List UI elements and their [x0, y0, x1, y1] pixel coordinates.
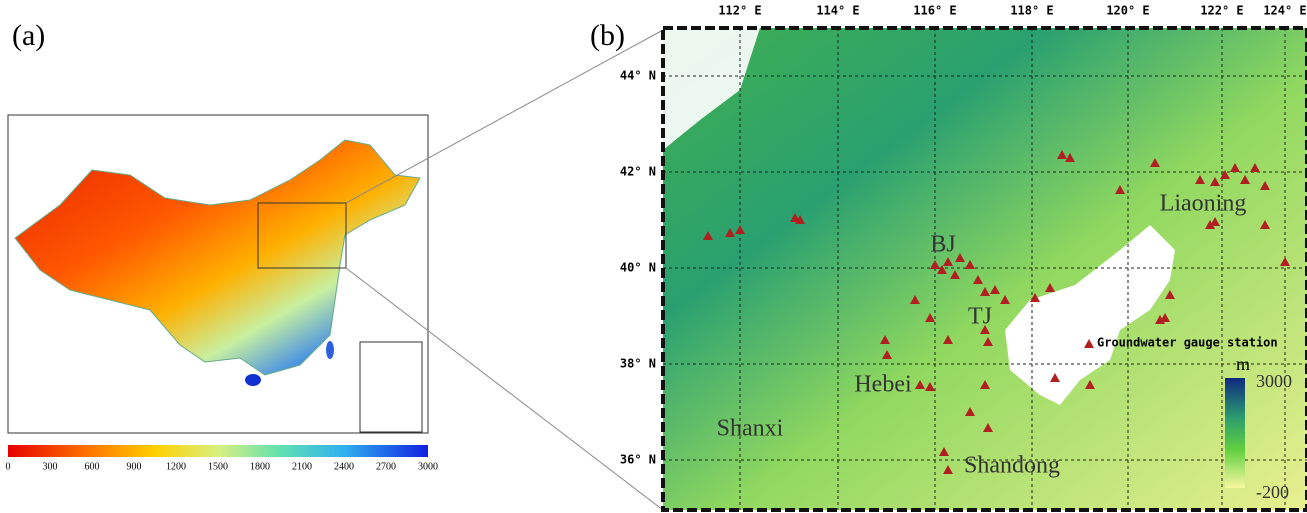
- china-map: [15, 140, 420, 375]
- colorbar-unit: m: [1236, 354, 1250, 374]
- colorbar-tick-label: 900: [127, 461, 142, 472]
- lon-label: 124° E: [1263, 4, 1306, 18]
- region-label: Shanxi: [717, 416, 784, 442]
- colorbar-tick-label: 2700: [376, 461, 396, 472]
- legend-label: Groundwater gauge station: [1097, 336, 1278, 350]
- colorbar-min: -200: [1256, 482, 1289, 502]
- lon-label: 122° E: [1200, 4, 1243, 18]
- colorbar: [1225, 378, 1245, 488]
- lon-label: 120° E: [1106, 4, 1149, 18]
- lat-label: 40° N: [620, 261, 656, 275]
- lon-label: 118° E: [1010, 4, 1053, 18]
- panel-label: (a): [12, 19, 45, 52]
- colorbar-tick-label: 1800: [250, 461, 270, 472]
- figure: (a) 0 300 600 900 1200 1500 1800 2100 2400 2700 30…: [0, 0, 1307, 513]
- colorbar-tick-label: 1500: [208, 461, 228, 472]
- lat-label: 38° N: [620, 357, 656, 371]
- region-label: Liaoning: [1160, 191, 1247, 217]
- region-label: TJ: [968, 304, 992, 330]
- zoom-line: [346, 30, 663, 203]
- lat-label: 36° N: [620, 453, 656, 467]
- colorbar-max: 3000: [1256, 371, 1292, 391]
- lat-labels: 44° N 42° N 40° N 38° N 36° N: [620, 69, 656, 467]
- region-label: BJ: [930, 232, 955, 258]
- colorbar-tick-label: 2100: [292, 461, 312, 472]
- region-label: Shandong: [964, 453, 1060, 479]
- lat-label: 42° N: [620, 165, 656, 179]
- colorbar-tick-label: 0: [6, 461, 11, 472]
- taiwan: [326, 341, 334, 359]
- region-label: Hebei: [854, 372, 912, 398]
- lat-label: 44° N: [620, 69, 656, 83]
- colorbar-ticks: 0 300 600 900 1200 1500 1800 2100 2400 2700 3000: [6, 461, 439, 472]
- colorbar-tick-label: 300: [43, 461, 58, 472]
- lon-label: 114° E: [816, 4, 859, 18]
- colorbar: [8, 445, 428, 457]
- lon-label: 112° E: [718, 4, 761, 18]
- colorbar-tick-label: 2400: [334, 461, 354, 472]
- inset-box: [360, 342, 422, 432]
- colorbar-tick-label: 1200: [166, 461, 186, 472]
- colorbar-tick-label: 600: [85, 461, 100, 472]
- colorbar-tick-label: 3000: [418, 461, 438, 472]
- hainan: [245, 374, 261, 386]
- lon-label: 116° E: [913, 4, 956, 18]
- lon-labels: 112° E 114° E 116° E 118° E 120° E 122° E 124°…: [718, 4, 1306, 18]
- panel-label: (b): [590, 19, 625, 52]
